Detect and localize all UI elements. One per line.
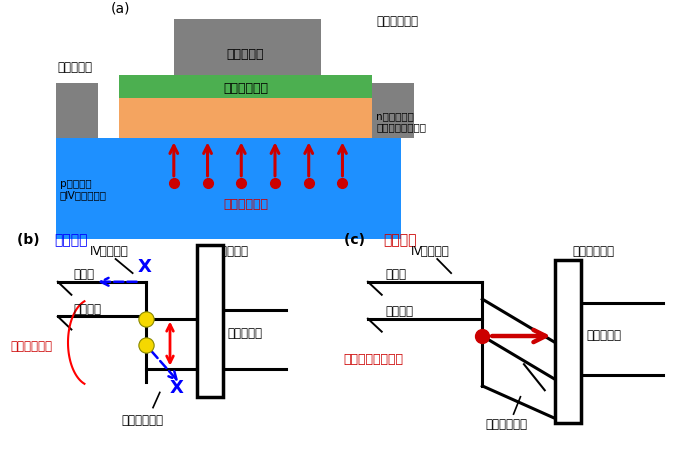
Bar (372, 83, 414, 139)
Text: 価電子帯: 価電子帯 (385, 304, 413, 318)
Text: X: X (137, 258, 152, 275)
Text: (a): (a) (111, 2, 130, 16)
Text: 実効障壁高さ: 実効障壁高さ (10, 339, 52, 352)
Bar (197, 245, 222, 397)
Text: オン状態: オン状態 (384, 232, 417, 246)
Text: (b): (b) (17, 232, 44, 246)
Text: Ⅳ族半導体: Ⅳ族半導体 (90, 244, 128, 257)
Text: ゲート電極: ゲート電極 (226, 48, 265, 61)
Text: 伝導帯: 伝導帯 (385, 268, 406, 281)
Text: 量子トンネリング: 量子トンネリング (343, 352, 404, 365)
Text: ゲート絶縁膜: ゲート絶縁膜 (207, 244, 249, 257)
Bar (119, 76, 372, 98)
Bar (174, 20, 322, 76)
Text: ゲート絶縁膜: ゲート絶縁膜 (573, 244, 614, 257)
Bar (56, 139, 401, 240)
Text: 酸化物半導体: 酸化物半導体 (122, 413, 164, 426)
Text: 酸化物半導体: 酸化物半導体 (486, 417, 528, 430)
Text: ゲート絶縁膜: ゲート絶縁膜 (223, 82, 268, 95)
Bar (119, 98, 372, 139)
Text: ゲート電極: ゲート電極 (228, 326, 262, 339)
Text: Ⅳ族半導体: Ⅳ族半導体 (411, 244, 449, 257)
Text: オフ状態: オフ状態 (54, 232, 88, 246)
Text: トンネリング: トンネリング (223, 197, 268, 210)
Text: p型ソース
（Ⅳ族半導体）: p型ソース （Ⅳ族半導体） (60, 179, 107, 200)
Text: X: X (170, 378, 184, 396)
Text: ドレイン電極: ドレイン電極 (376, 15, 418, 28)
Text: n型チャネル
（酸化物半導体）: n型チャネル （酸化物半導体） (376, 110, 426, 132)
Text: 価電子帯: 価電子帯 (73, 303, 101, 315)
Bar (555, 261, 581, 423)
Bar (56, 83, 98, 139)
Text: 伝導帯: 伝導帯 (73, 268, 94, 281)
Text: (c): (c) (343, 232, 369, 246)
Text: ゲート電極: ゲート電極 (586, 328, 622, 341)
Text: ソース電極: ソース電極 (58, 61, 93, 74)
